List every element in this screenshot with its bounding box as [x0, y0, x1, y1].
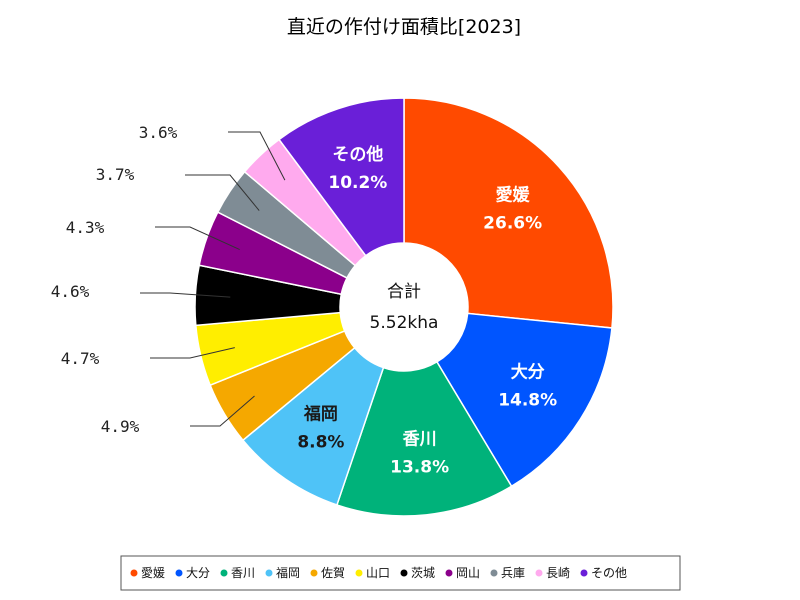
- slice-2-name-label: 香川: [403, 430, 437, 450]
- slice-10-value-label: 10.2%: [328, 173, 387, 193]
- slice-2-value-label: 13.8%: [390, 458, 449, 478]
- legend-item-4: 佐賀: [321, 566, 345, 580]
- legend-marker-8: [490, 569, 498, 577]
- legend-item-3: 福岡: [276, 565, 300, 580]
- slice-8-value-label: 3.7%: [96, 165, 135, 184]
- legend-item-7: 岡山: [456, 566, 480, 580]
- chart-title: 直近の作付け面積比[2023]: [287, 16, 521, 38]
- slice-4-value-label: 4.9%: [101, 417, 140, 436]
- legend-item-0: 愛媛: [141, 566, 165, 580]
- pie-slices: [194, 97, 614, 517]
- slice-9-leader-line: [228, 131, 286, 181]
- slice-7-leader-line: [155, 226, 240, 251]
- legend-marker-0: [130, 569, 138, 577]
- legend-item-5: 山口: [366, 566, 390, 580]
- legend-marker-4: [310, 569, 318, 577]
- legend-marker-3: [265, 569, 273, 577]
- legend-item-2: 香川: [231, 566, 255, 580]
- legend-item-10: その他: [591, 566, 627, 580]
- slice-8-leader-line: [185, 174, 260, 211]
- donut-hole: [340, 243, 468, 371]
- slice-labels: 愛媛 26.6% 大分 14.8% 香川 13.8% 福岡 8.8% 4.9% 4.7% 4.6% 4…: [51, 123, 557, 478]
- slice-1-name-label: 大分: [511, 361, 545, 382]
- legend-item-8: 兵庫: [501, 566, 525, 580]
- slice-3-name-label: 福岡: [303, 404, 338, 425]
- legend-item-6: 茨城: [411, 566, 435, 580]
- slice-0-value-label: 26.6%: [483, 214, 542, 234]
- slice-0-name-label: 愛媛: [496, 185, 531, 206]
- slice-9-value-label: 3.6%: [139, 123, 178, 142]
- slice-5-value-label: 4.7%: [61, 349, 100, 368]
- legend-marker-2: [220, 569, 228, 577]
- slice-6-leader-line: [140, 292, 231, 298]
- legend-marker-1: [175, 569, 183, 577]
- slice-1-value-label: 14.8%: [498, 390, 557, 410]
- legend-marker-5: [355, 569, 363, 577]
- center-label: 合計: [387, 282, 421, 302]
- legend-marker-9: [535, 569, 543, 577]
- legend-marker-6: [400, 569, 408, 577]
- legend: 愛媛 大分 香川 福岡 佐賀 山口 茨城 岡山 兵庫 長崎 その他: [120, 555, 681, 591]
- slice-7-value-label: 4.3%: [66, 218, 105, 237]
- center-total: 5.52kha: [370, 313, 439, 333]
- slice-3-value-label: 8.8%: [297, 433, 344, 453]
- slice-6-value-label: 4.6%: [51, 282, 90, 301]
- slice-10-name-label: その他: [332, 144, 383, 165]
- legend-marker-10: [580, 569, 588, 577]
- legend-marker-7: [445, 569, 453, 577]
- slice-4-leader-line: [190, 395, 255, 427]
- slice-5-leader-line: [150, 347, 235, 359]
- legend-item-1: 大分: [186, 566, 210, 580]
- legend-item-9: 長崎: [546, 566, 570, 580]
- leader-lines: [140, 131, 286, 427]
